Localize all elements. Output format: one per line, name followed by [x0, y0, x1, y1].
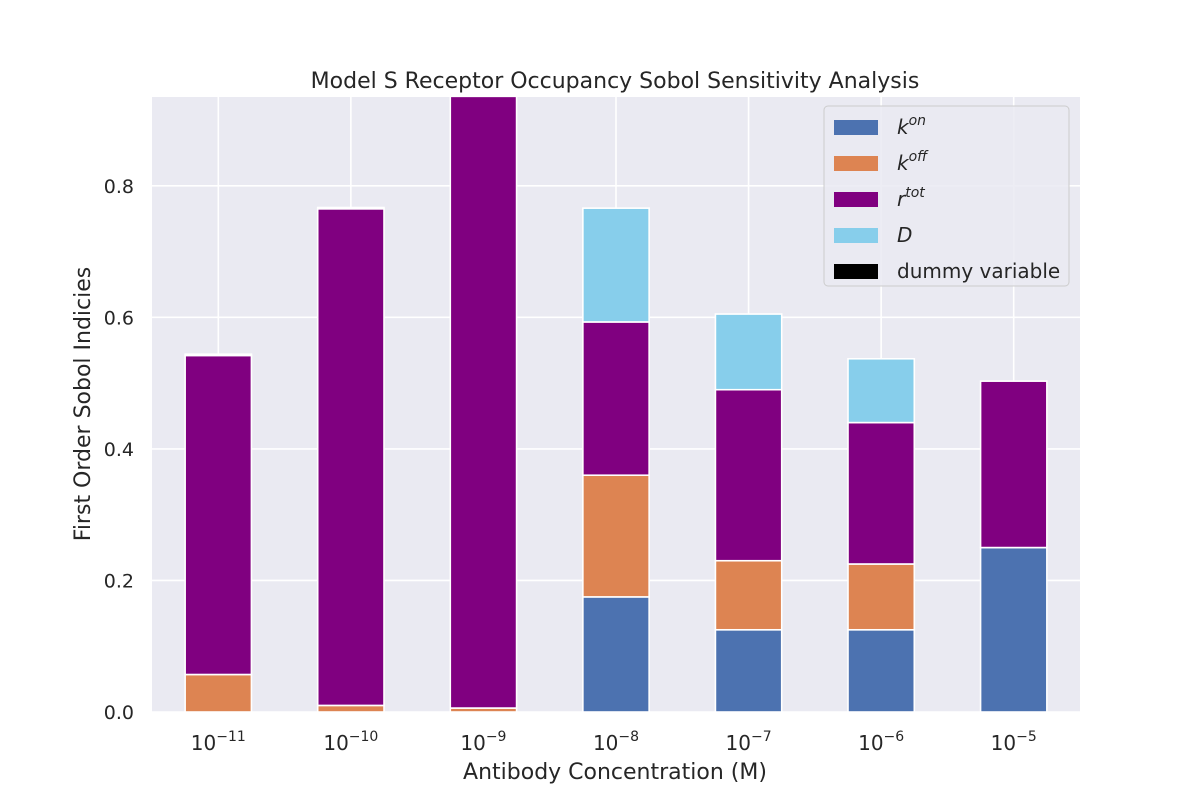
bar-segment-1 [316, 704, 385, 713]
x-tick-label: 10−9 [460, 729, 506, 755]
bar-segment-4 [316, 206, 385, 210]
bars [184, 95, 1048, 713]
x-tick-label: 10−7 [726, 729, 772, 755]
y-tick-label: 0.0 [104, 702, 134, 724]
bar-segment-2 [582, 321, 650, 477]
chart-title: Model S Receptor Occupancy Sobol Sensiti… [311, 69, 920, 94]
bar-segment-0 [714, 628, 783, 713]
bar-segment-2 [184, 354, 253, 676]
legend-swatch [834, 120, 878, 135]
x-tick-labels: 10−11 10−10 10−9 10−8 10−7 10−6 10−5 [191, 729, 1037, 755]
y-tick-label: 0.8 [104, 176, 134, 198]
bar-segment-4 [184, 353, 253, 357]
bar-segment-1 [714, 559, 783, 631]
legend-swatch [834, 192, 878, 207]
bar-segment-3 [714, 313, 783, 391]
bar-segment-1 [582, 474, 650, 598]
x-tick-label: 10−10 [323, 729, 378, 755]
x-tick-label: 10−6 [858, 729, 904, 755]
bar-segment-2 [316, 208, 385, 707]
x-tick-label: 10−8 [593, 729, 639, 755]
y-tick-labels: 0.0 0.2 0.4 0.6 0.8 [104, 176, 134, 724]
bar-segment-2 [714, 388, 783, 562]
bar-segment-1 [847, 563, 916, 631]
bar-segment-3 [847, 357, 916, 424]
x-tick-label: 10−11 [191, 729, 246, 755]
x-tick-label: 10−5 [991, 729, 1037, 755]
bar-segment-0 [847, 628, 916, 713]
legend-swatch [834, 228, 878, 243]
bar-segment-2 [979, 380, 1048, 549]
legend-swatch [834, 156, 878, 171]
legend-label: rtot [897, 185, 925, 211]
y-tick-label: 0.4 [104, 439, 134, 461]
bar-segment-3 [582, 207, 650, 323]
y-axis-label: First Order Sobol Indicies [71, 267, 96, 541]
x-axis-label: Antibody Concentration (M) [463, 760, 767, 785]
bar-segment-2 [449, 95, 518, 709]
legend-label: dummy variable [897, 259, 1060, 283]
bar-segment-0 [979, 546, 1048, 713]
legend-label: kon [897, 113, 926, 139]
bar-segment-0 [582, 596, 650, 713]
bar-segment-2 [847, 421, 916, 565]
legend-box [823, 105, 1070, 287]
bar-segment-1 [184, 673, 253, 713]
legend-label: koff [897, 149, 929, 175]
legend-swatch [834, 264, 878, 279]
legend-label: D [897, 223, 912, 247]
y-tick-label: 0.6 [104, 307, 134, 329]
y-tick-label: 0.2 [104, 570, 134, 592]
